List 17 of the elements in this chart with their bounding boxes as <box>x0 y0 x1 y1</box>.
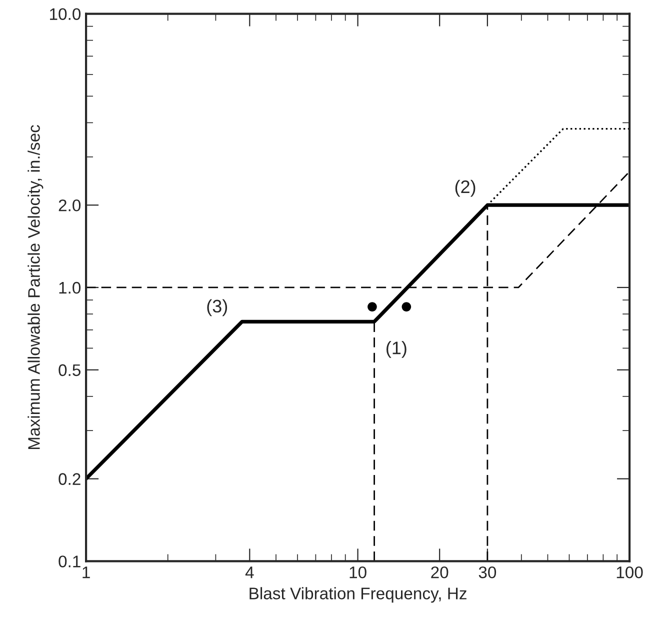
x-tick-label: 20 <box>431 566 448 578</box>
x-tick-label: 1 <box>82 566 90 578</box>
y-tick-label: 0.1 <box>58 556 80 568</box>
x-tick-label: 10 <box>350 566 366 578</box>
x-tick-label: 4 <box>245 566 254 578</box>
annotation: (2) <box>455 180 476 197</box>
y-axis-title: Maximum Allowable Particle Velocity, in./sec <box>28 125 44 449</box>
x-tick-label: 100 <box>616 566 643 578</box>
y-tick-label: 10.0 <box>50 8 81 20</box>
y-tick-label: 0.5 <box>58 364 80 376</box>
annotation: (1) <box>386 341 406 358</box>
y-tick-label: 1.0 <box>59 282 81 294</box>
annotation: (3) <box>207 299 228 316</box>
y-tick-label: 2.0 <box>58 199 81 212</box>
x-tick-label: 30 <box>478 566 496 578</box>
x-axis-title: Blast Vibration Frequency, Hz <box>250 587 466 603</box>
y-tick-label: 0.2 <box>58 473 80 485</box>
